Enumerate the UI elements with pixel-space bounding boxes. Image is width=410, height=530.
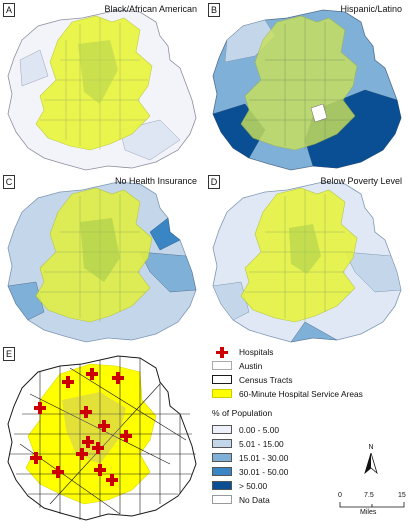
legend-swatch-class-2	[212, 439, 232, 448]
map-panel-c: C No Health Insurance	[0, 172, 205, 344]
map-legend: Hospitals Austin Census Tracts 60-Minute…	[212, 346, 404, 526]
legend-label-service-areas: 60-Minute Hospital Service Areas	[239, 389, 363, 399]
tract-green-center	[289, 224, 321, 274]
scale-tick-0: 0	[338, 492, 342, 499]
tract-white-hole	[310, 103, 328, 123]
tract-grid	[245, 18, 353, 150]
map-panel-d: D Below Poverty Level	[205, 172, 410, 344]
hospital-cross-icon	[76, 448, 88, 460]
legend-swatch-class-4	[212, 467, 232, 476]
legend-swatch-class-3	[212, 453, 232, 462]
legend-swatch-class-1	[212, 425, 232, 434]
legend-label-no-data: No Data	[239, 495, 270, 505]
legend-heading-pct: % of Population	[212, 408, 273, 418]
scale-bar: 0 7.5 15 Miles	[330, 492, 410, 522]
legend-label-class-1: 0.00 - 5.00	[239, 425, 280, 435]
tract-green-center	[80, 218, 120, 282]
legend-label-class-2: 5.01 - 15.00	[239, 439, 284, 449]
legend-label-hospitals: Hospitals	[239, 347, 274, 357]
scale-unit-label: Miles	[360, 509, 377, 516]
hospital-cross-icon	[30, 452, 42, 464]
panel-letter-d: D	[208, 175, 220, 189]
hospital-cross-icon	[86, 368, 98, 380]
tract-blue-2	[19, 49, 49, 87]
north-arrow-icon	[364, 453, 378, 475]
scale-tick-1: 7.5	[364, 492, 374, 499]
legend-label-class-4: 30.01 - 50.00	[239, 467, 289, 477]
tract-mid-southwest	[7, 281, 45, 321]
legend-swatch-census-tracts	[212, 375, 232, 384]
hospital-cross-icon	[106, 474, 118, 486]
austin-gray-blob	[62, 392, 126, 464]
panel-letter-e: E	[3, 347, 15, 361]
panel-title-d: Below Poverty Level	[320, 176, 402, 186]
map-panel-a: A Black/African American	[0, 0, 205, 172]
north-arrow: N	[364, 444, 378, 475]
legend-label-austin: Austin	[239, 361, 263, 371]
hospital-markers	[30, 368, 132, 486]
hospital-cross-icon	[82, 436, 94, 448]
legend-swatch-no-data	[212, 495, 232, 504]
legend-label-class-5: > 50.00	[239, 481, 268, 491]
map-e-svg	[7, 355, 197, 521]
map-c-svg	[7, 181, 197, 343]
panel-title-b: Hispanic/Latino	[340, 4, 402, 14]
tract-mid-east	[139, 251, 197, 293]
hospital-cross-icon	[92, 442, 104, 454]
map-panel-b: B Hispanic/Latino	[205, 0, 410, 172]
hospital-cross-icon	[120, 430, 132, 442]
tract-mid-south	[290, 321, 338, 343]
legend-swatch-class-5	[212, 481, 232, 490]
legend-swatch-service-areas	[212, 389, 232, 398]
legend-swatch-austin	[212, 361, 232, 370]
panel-letter-a: A	[3, 3, 15, 17]
hospital-cross-icon	[80, 406, 92, 418]
panel-title-a: Black/African American	[104, 4, 197, 14]
hospital-cross-icon	[62, 376, 74, 388]
tract-dark-east	[149, 217, 181, 251]
scale-tick-2: 15	[398, 492, 406, 499]
hospital-cross-icon	[112, 372, 124, 384]
map-b-svg	[212, 9, 402, 171]
tract-green-center	[78, 40, 118, 104]
map-panel-e: E	[0, 344, 210, 530]
hospital-cross-icon	[34, 402, 46, 414]
tract-light-southwest	[212, 281, 250, 321]
service-area-overlay	[240, 15, 358, 151]
north-label: N	[368, 444, 374, 451]
panel-letter-c: C	[3, 175, 15, 189]
legend-label-class-3: 15.01 - 30.00	[239, 453, 289, 463]
hospital-cross-icon	[94, 464, 106, 476]
hospital-cross-icon	[52, 466, 64, 478]
scale-bar-graphic	[339, 502, 405, 508]
panel-title-c: No Health Insurance	[114, 176, 197, 186]
legend-label-census-tracts: Census Tracts	[239, 375, 293, 385]
hospital-cross-icon	[98, 420, 110, 432]
map-a-svg	[7, 9, 197, 171]
hospital-cross-icon	[216, 347, 228, 358]
map-d-svg	[212, 181, 402, 343]
panel-letter-b: B	[208, 3, 220, 17]
tract-light-east	[344, 251, 402, 293]
